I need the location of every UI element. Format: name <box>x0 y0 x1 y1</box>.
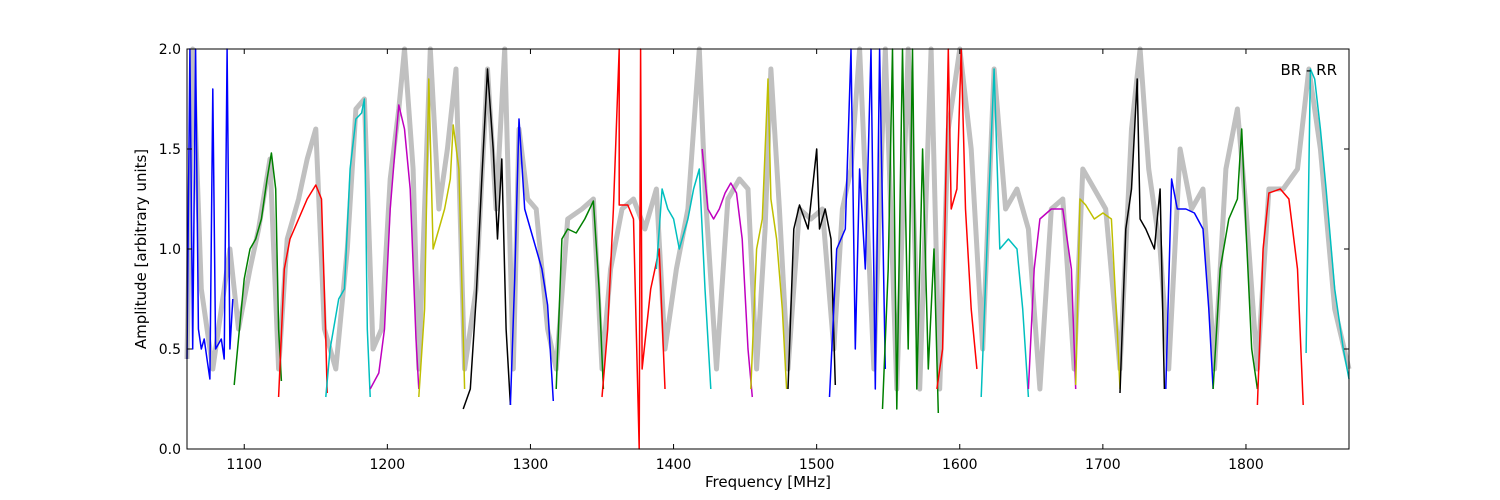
series-line-16 <box>881 48 940 414</box>
x-tick-label: 1700 <box>1085 457 1121 473</box>
series-line-25 <box>1305 68 1350 380</box>
y-axis-title: Amplitude [arbitrary units] <box>132 149 150 349</box>
x-tick-label: 1200 <box>370 457 406 473</box>
x-tick-label: 1800 <box>1228 457 1264 473</box>
series-line-13 <box>750 78 788 390</box>
plot-area <box>184 46 1352 450</box>
series-line-6 <box>418 78 466 398</box>
series-line-21 <box>1119 78 1166 394</box>
series-line-10 <box>601 48 666 450</box>
y-tick-label: 0.5 <box>159 342 181 358</box>
series-line-11 <box>655 168 712 390</box>
series-line-15 <box>828 48 887 398</box>
series-line-3 <box>277 184 328 398</box>
series-line-9 <box>555 200 605 390</box>
x-tick-label: 1300 <box>513 457 549 473</box>
series-line-23 <box>1212 128 1259 390</box>
y-tick-label: 0.0 <box>159 442 181 458</box>
series-line-12 <box>701 148 754 398</box>
x-tick-label: 1500 <box>799 457 835 473</box>
series-line-5 <box>369 104 420 390</box>
series-line-1 <box>186 48 234 380</box>
x-tick-label: 1600 <box>942 457 978 473</box>
y-tick-label: 1.5 <box>159 142 181 158</box>
chart-annotation: BR - RR <box>1280 61 1337 79</box>
series-line-7 <box>462 68 512 410</box>
series-line-19 <box>1027 208 1077 390</box>
series-line-8 <box>509 118 555 406</box>
x-tick-label: 1400 <box>656 457 692 473</box>
x-axis: 1100 1200 1300 1400 1500 1600 1700 1800 <box>226 49 1264 473</box>
x-tick-label: 1100 <box>226 457 262 473</box>
series-line-17 <box>936 48 978 390</box>
series-line-14 <box>787 148 837 390</box>
x-axis-title: Frequency [MHz] <box>705 473 831 491</box>
series-line-22 <box>1165 178 1214 390</box>
y-axis: 0.0 0.5 1.0 1.5 2.0 <box>159 42 1349 458</box>
series-line-24 <box>1256 188 1304 406</box>
y-tick-label: 1.0 <box>159 242 181 258</box>
series-line-20 <box>1074 198 1121 390</box>
y-tick-label: 2.0 <box>159 42 181 58</box>
series-line-18 <box>980 68 1030 398</box>
series-line-4 <box>325 98 371 398</box>
series-line-2 <box>233 152 283 386</box>
